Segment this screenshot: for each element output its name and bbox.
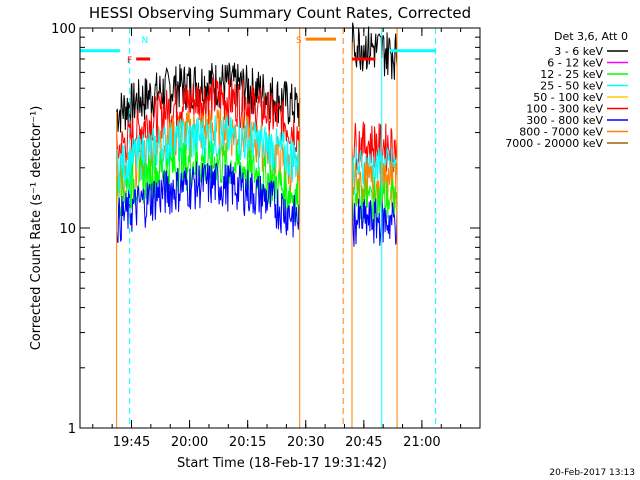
y-tick-label: 1 bbox=[68, 422, 76, 437]
footer-date: 20-Feb-2017 13:13 bbox=[549, 468, 635, 478]
legend-entry-label: 25 - 50 keV bbox=[540, 80, 603, 93]
data-layer bbox=[116, 22, 398, 428]
series-line-25-50keV bbox=[116, 115, 301, 194]
legend-entry-label: 6 - 12 keV bbox=[547, 57, 603, 70]
x-tick-label: 20:30 bbox=[287, 435, 324, 450]
x-tick-label: 20:45 bbox=[345, 435, 382, 450]
legend-entry-label: 50 - 100 keV bbox=[533, 91, 603, 104]
y-axis-label: Corrected Count Rate (s⁻¹ detector⁻¹) bbox=[29, 106, 44, 351]
legend-title: Det 3,6, Att 0 bbox=[554, 30, 628, 43]
legend-entry-label: 12 - 25 keV bbox=[540, 68, 603, 81]
legend-entry-label: 800 - 7000 keV bbox=[519, 126, 603, 139]
chart-title: HESSI Observing Summary Count Rates, Cor… bbox=[89, 4, 471, 22]
x-tick-label: 19:45 bbox=[113, 435, 150, 450]
series-line-12-25keV bbox=[116, 140, 301, 225]
series-line-300-800keV bbox=[351, 198, 398, 247]
axis-layer: 19:45 20:00 20:15 20:30 20:45 21:00 1 10 100 bbox=[51, 22, 481, 450]
flag-label: N bbox=[142, 36, 149, 46]
y-tick-label: 10 bbox=[59, 222, 76, 237]
series-line-300-800keV bbox=[116, 161, 301, 243]
legend-entry-label: 7000 - 20000 keV bbox=[505, 137, 603, 150]
legend-entry-label: 300 - 800 keV bbox=[526, 114, 603, 127]
series-line-3-6keV bbox=[351, 22, 398, 80]
x-tick-label: 20:00 bbox=[171, 435, 208, 450]
x-axis-label: Start Time (18-Feb-17 19:31:42) bbox=[177, 456, 387, 471]
legend-entry-label: 100 - 300 keV bbox=[526, 103, 603, 116]
legend-entry-label: 3 - 6 keV bbox=[554, 45, 603, 58]
x-tick-label: 20:15 bbox=[229, 435, 266, 450]
series-line-800-7000keV bbox=[116, 108, 301, 204]
series-line-12-25keV bbox=[351, 177, 398, 228]
flag-label: F bbox=[127, 56, 132, 66]
flag-label: S bbox=[296, 36, 302, 46]
x-tick-label: 21:00 bbox=[403, 435, 440, 450]
y-tick-label: 100 bbox=[51, 22, 76, 37]
